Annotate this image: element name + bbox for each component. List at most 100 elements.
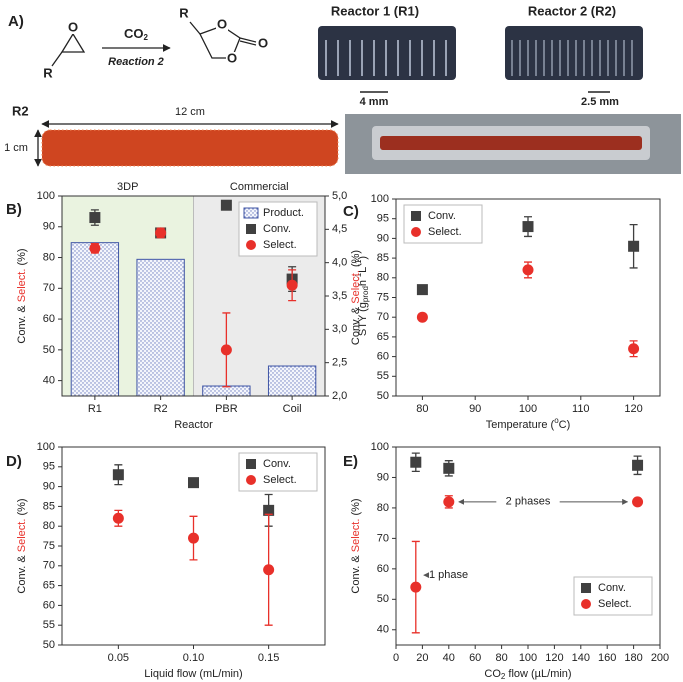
atom: R	[43, 65, 53, 80]
x-axis-label: CO2 flow (µL/min)	[484, 668, 571, 681]
legend-label: Select.	[598, 598, 632, 610]
y-tick-label: 65	[377, 331, 389, 343]
atom-bg	[68, 22, 79, 34]
text-part: Select.	[16, 519, 28, 553]
panel-label: A)	[8, 13, 24, 30]
point	[263, 564, 275, 576]
text-part: Conv. &	[350, 304, 362, 345]
y2-tick-label: 3,5	[332, 290, 347, 302]
point	[632, 496, 644, 508]
point	[155, 227, 167, 239]
bar	[136, 258, 185, 397]
x-tick-label: 40	[443, 652, 455, 664]
point	[188, 532, 199, 544]
x-tick-label: R1	[88, 403, 102, 415]
x-tick-label: 120	[545, 652, 563, 664]
y2-tick-label: 3,0	[332, 323, 347, 335]
x-tick-label: 120	[624, 403, 642, 415]
y-tick-label: 90	[377, 232, 389, 244]
y2-tick-label: 4,5	[332, 223, 347, 235]
y2-axis-label: STY (gprodh-1L-1)	[354, 256, 370, 336]
y-tick-label: 60	[377, 351, 389, 363]
reagent: CO2	[124, 26, 149, 42]
atom: O	[258, 35, 268, 50]
x-tick-label: 80	[416, 403, 428, 415]
legend-label: Select.	[428, 226, 462, 238]
reaction-name: Reaction 2	[108, 56, 164, 68]
legend-label: Conv.	[428, 210, 456, 222]
y-tick-label: 85	[43, 500, 55, 512]
text-part: h	[357, 280, 369, 286]
point	[416, 284, 428, 296]
legend-label: Conv.	[263, 223, 291, 235]
y-tick-label: 90	[377, 471, 389, 483]
legend-label: Product.	[263, 207, 304, 219]
text-part: 2	[144, 33, 149, 42]
y-tick-label: 80	[377, 502, 389, 514]
scale-label: 2.5 mm	[581, 96, 619, 108]
text-part: STY (g	[357, 302, 369, 336]
atom: R	[179, 5, 189, 20]
text-part: Select.	[350, 270, 362, 304]
y2-tick-label: 2,5	[332, 357, 347, 369]
legend-label: Select.	[263, 239, 297, 251]
reactor-fins	[511, 40, 633, 76]
point	[632, 459, 644, 471]
scale-label: 4 mm	[360, 96, 389, 108]
x-tick-label: 20	[416, 652, 428, 664]
x-tick-label: R2	[154, 403, 168, 415]
reactor-rod	[42, 130, 338, 166]
x-tick-label: 0.05	[108, 652, 129, 664]
legend-label: Conv.	[263, 458, 291, 470]
atom: O	[68, 19, 78, 34]
y-tick-label: 100	[37, 190, 55, 202]
text-part: Conv. &	[16, 552, 28, 593]
text-part: (%)	[350, 250, 362, 270]
y-tick-label: 60	[377, 563, 389, 575]
x-axis-label: Reactor	[174, 419, 213, 431]
y-tick-label: 65	[43, 580, 55, 592]
y-axis-label: Conv. & Select. (%)	[16, 498, 28, 593]
legend-swatch	[246, 240, 256, 250]
y-tick-label: 90	[43, 221, 55, 233]
y-axis-label: Conv. & Select. (%)	[16, 248, 28, 343]
y-tick-label: 50	[43, 344, 55, 356]
text-part: Select.	[350, 519, 362, 553]
y-tick-label: 95	[377, 213, 389, 225]
x-tick-label: 180	[624, 652, 642, 664]
atom: O	[227, 50, 237, 65]
x-tick-label: 110	[572, 403, 590, 415]
x-tick-label: 0.10	[183, 652, 204, 664]
text-part: -1	[354, 259, 363, 267]
x-tick-label: 100	[519, 652, 537, 664]
legend-swatch	[581, 599, 591, 609]
y-tick-label: 70	[377, 532, 389, 544]
x-tick-label: 160	[598, 652, 616, 664]
text-part: flow (µL/min)	[505, 668, 571, 680]
x-tick-label: 140	[572, 652, 590, 664]
width-label: 1 cm	[4, 142, 28, 154]
y-tick-label: 75	[43, 540, 55, 552]
y2-tick-label: 2,0	[332, 390, 347, 402]
legend-swatch	[246, 224, 256, 234]
point	[112, 512, 124, 524]
atom: O	[217, 16, 227, 31]
y-tick-label: 80	[43, 520, 55, 532]
text-part: o	[554, 416, 559, 425]
bond	[51, 51, 63, 67]
y-tick-label: 70	[43, 560, 55, 572]
bond	[239, 37, 257, 43]
panel-a: A) O R CO2 Reaction 2 R O O O Reactor 1 …	[4, 3, 681, 174]
legend-swatch	[411, 227, 421, 237]
y-tick-label: 50	[377, 390, 389, 402]
plot-frame	[61, 446, 326, 646]
reactor-photo	[505, 26, 643, 80]
bar	[70, 242, 120, 397]
x-tick-label: 60	[469, 652, 481, 664]
reactor-inside	[380, 136, 642, 150]
x-tick-label: 0.15	[258, 652, 279, 664]
text-part: C)	[559, 419, 571, 431]
y-tick-label: 80	[43, 251, 55, 263]
y-tick-label: 95	[43, 461, 55, 473]
